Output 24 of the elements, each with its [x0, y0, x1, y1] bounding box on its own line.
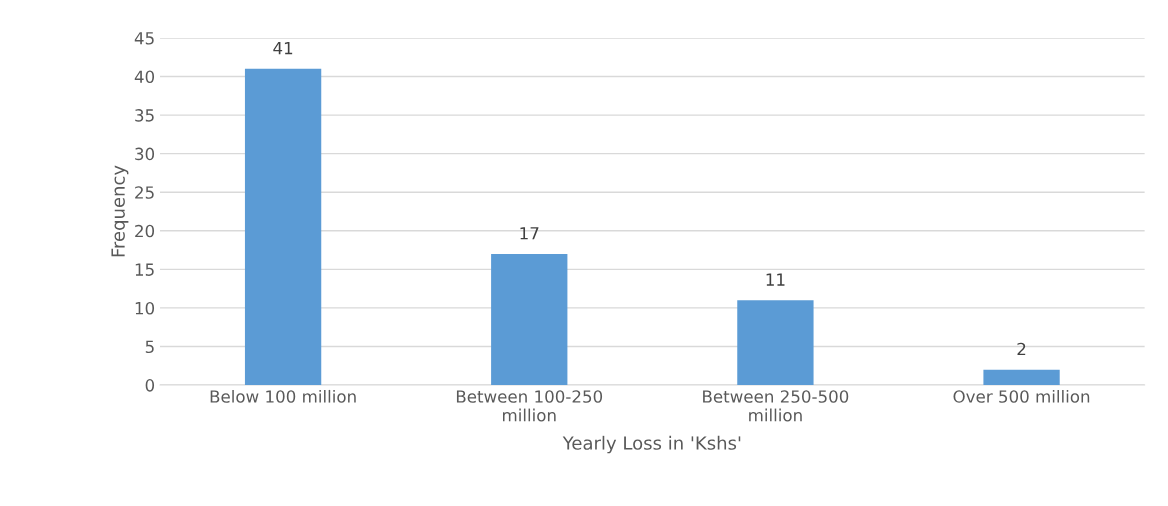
- bar: [244, 68, 322, 386]
- y-tick-label: 15: [135, 263, 154, 276]
- y-tick-label: 5: [145, 340, 154, 354]
- x-axis-title: Yearly Loss in 'Kshs': [562, 435, 741, 454]
- bar: [491, 253, 568, 386]
- data-label: 11: [766, 273, 785, 286]
- y-tick-label: 20: [135, 224, 155, 238]
- x-tick-label: Between 100-250 million: [456, 390, 603, 422]
- x-tick-label: Below 100 million: [210, 389, 356, 403]
- bar: [737, 300, 814, 386]
- data-label: 2: [1017, 342, 1026, 356]
- y-tick-label: 25: [135, 186, 154, 199]
- data-label: 41: [273, 42, 293, 55]
- y-tick-label: 40: [134, 70, 155, 84]
- data-label: 17: [520, 227, 539, 240]
- y-tick-label: 10: [135, 301, 155, 315]
- y-tick-label: 35: [135, 109, 154, 122]
- x-tick-label: Over 500 million: [953, 389, 1090, 403]
- y-tick-label: 45: [134, 32, 154, 45]
- x-tick-label: Between 250-500 million: [703, 390, 849, 422]
- bar: [983, 369, 1060, 386]
- y-tick-label: 0: [145, 379, 155, 392]
- y-tick-label: 30: [135, 147, 155, 161]
- y-axis-title: Frequency: [111, 165, 129, 257]
